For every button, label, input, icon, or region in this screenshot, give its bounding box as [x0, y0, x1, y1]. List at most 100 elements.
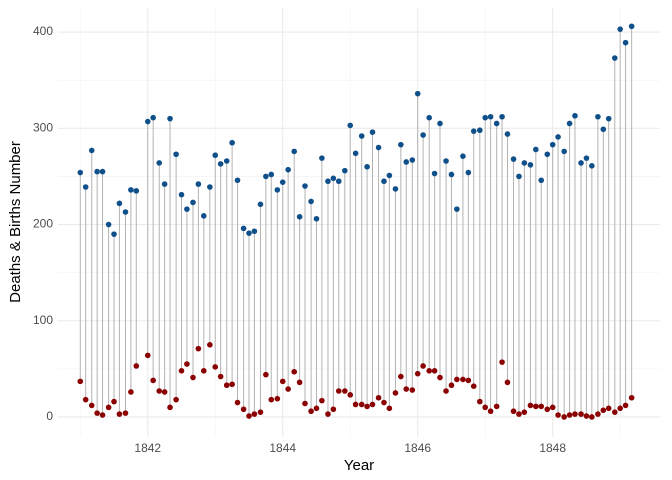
point: [291, 368, 298, 375]
point: [184, 361, 190, 367]
point: [493, 120, 500, 127]
point: [555, 412, 561, 418]
point: [342, 388, 348, 394]
point: [617, 405, 623, 412]
point: [240, 406, 247, 413]
point: [105, 221, 112, 228]
point: [414, 370, 421, 377]
point: [335, 388, 342, 394]
point: [403, 386, 410, 392]
point: [229, 139, 235, 146]
point: [246, 413, 252, 419]
point: [200, 213, 207, 219]
point: [313, 215, 320, 222]
point: [99, 168, 106, 175]
x-tick-label: 1842: [134, 441, 161, 455]
point: [398, 373, 404, 380]
x-tick-label: 1844: [269, 441, 296, 455]
point: [190, 199, 196, 206]
point: [111, 398, 117, 405]
point: [77, 378, 84, 385]
y-tick-label: 100: [33, 313, 53, 327]
point: [566, 412, 573, 418]
point: [443, 158, 449, 164]
point: [628, 394, 635, 401]
point: [589, 414, 595, 420]
point: [195, 181, 202, 187]
point: [392, 390, 399, 396]
point: [128, 187, 134, 193]
point: [352, 401, 359, 408]
point: [465, 377, 472, 384]
point: [325, 411, 331, 417]
point: [99, 412, 106, 418]
point: [561, 148, 567, 155]
point: [510, 408, 517, 415]
point: [622, 39, 629, 46]
point: [234, 399, 241, 406]
point: [364, 403, 370, 410]
point: [274, 395, 281, 402]
point: [116, 411, 123, 417]
point: [150, 114, 156, 121]
point: [470, 128, 477, 134]
point: [437, 120, 443, 127]
point: [504, 379, 511, 386]
y-axis-title: Deaths & Births Number: [7, 141, 24, 303]
point: [487, 408, 494, 415]
point: [572, 112, 578, 119]
point: [330, 406, 337, 413]
x-tick-label: 1848: [539, 441, 566, 455]
point: [448, 382, 455, 389]
point: [150, 377, 156, 384]
point: [77, 169, 84, 176]
point: [544, 151, 551, 158]
point: [285, 166, 291, 173]
point: [521, 409, 528, 415]
point: [516, 173, 522, 180]
point: [487, 113, 494, 120]
point: [420, 132, 426, 138]
point: [454, 376, 460, 383]
point: [611, 409, 618, 415]
point: [251, 411, 258, 417]
point: [184, 206, 190, 212]
point: [420, 363, 426, 369]
point: [296, 214, 303, 220]
point: [375, 394, 382, 401]
point: [88, 402, 95, 409]
point: [493, 403, 500, 410]
point: [274, 187, 281, 193]
point: [173, 396, 179, 403]
point: [128, 389, 134, 395]
point: [144, 118, 151, 125]
point: [167, 404, 173, 411]
point: [566, 120, 573, 127]
point: [352, 150, 359, 157]
point: [94, 410, 100, 416]
point: [521, 160, 528, 166]
point: [335, 178, 342, 185]
point: [392, 186, 399, 192]
point: [116, 200, 123, 207]
point: [330, 175, 337, 182]
point: [504, 131, 511, 137]
point: [223, 382, 230, 389]
point: [246, 230, 252, 236]
point: [600, 126, 607, 133]
point: [268, 171, 275, 178]
point: [313, 405, 320, 412]
point: [482, 404, 489, 411]
point: [431, 367, 438, 374]
point: [583, 155, 590, 161]
point: [133, 363, 140, 369]
point: [533, 403, 539, 410]
point: [195, 345, 202, 352]
point: [409, 157, 416, 163]
point: [291, 148, 298, 155]
point: [369, 129, 376, 135]
point: [342, 167, 348, 174]
point: [279, 179, 286, 185]
point: [460, 376, 466, 383]
